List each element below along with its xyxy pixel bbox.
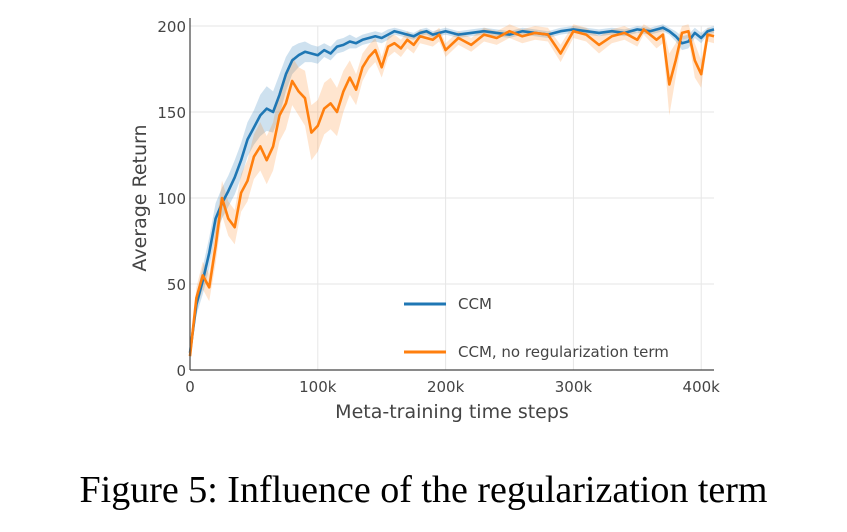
y-tick-label: 50 [167,276,186,294]
band-series-0 [190,24,714,358]
x-tick-label: 300k [555,378,593,396]
confidence-bands [190,24,714,361]
x-axis-title: Meta-training time steps [335,401,569,423]
legend-label-1: CCM, no regularization term [458,343,669,361]
x-tick-label: 100k [299,378,337,396]
grid [190,26,714,370]
axes [190,18,714,370]
x-tick-label: 400k [683,378,721,396]
legend: CCM CCM, no regularization term [404,295,669,361]
figure-caption: Figure 5: Influence of the regularizatio… [0,468,847,512]
y-tick-label: 100 [157,190,186,208]
y-tick-label: 200 [157,18,186,36]
y-axis-title: Average Return [129,124,151,271]
x-tick-label: 0 [185,378,195,396]
line-series-0 [190,28,714,353]
series-lines [190,28,714,357]
band-series-1 [190,24,714,361]
x-tick-label: 200k [427,378,465,396]
y-tick-label: 150 [157,104,186,122]
legend-label-0: CCM [458,295,492,313]
line-series-1 [190,29,714,356]
